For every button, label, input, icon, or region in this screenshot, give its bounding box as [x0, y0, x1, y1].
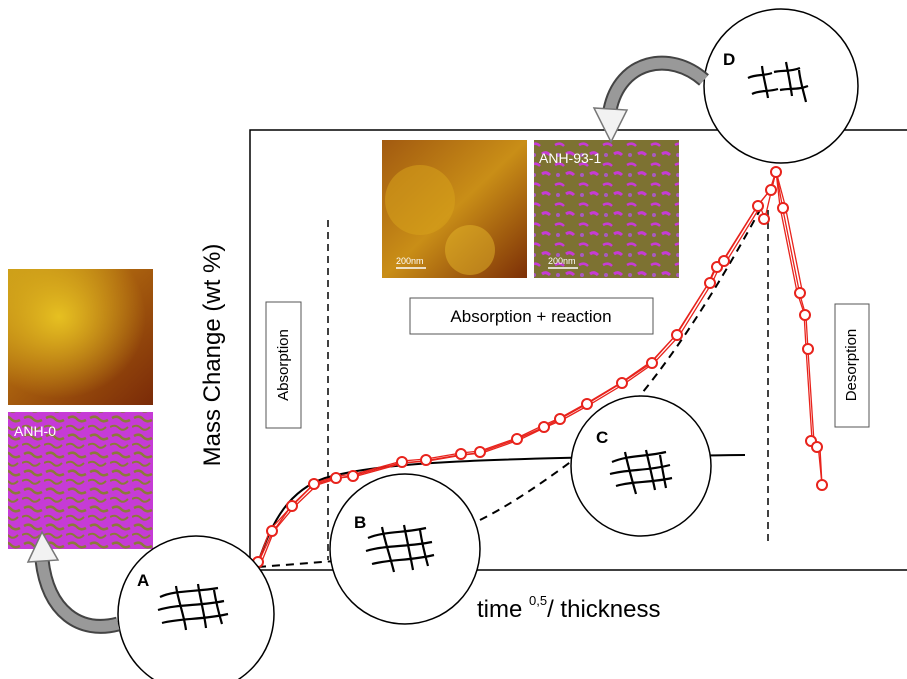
stage-b-circle	[329, 473, 481, 625]
x-axis-label: time 0,5/ thickness	[477, 593, 660, 623]
stage-c-circle	[570, 395, 712, 537]
plot-frame	[249, 129, 907, 571]
desorption-label: Desorption	[843, 329, 860, 402]
desorption-box	[834, 303, 870, 428]
y-axis-label: Mass Change (wt %)	[199, 244, 226, 467]
top-afm-phase-image	[534, 140, 679, 278]
stage-a-circle	[117, 535, 275, 679]
scale-bar-label-1: 200nm	[396, 256, 424, 266]
top-afm-height-image	[382, 140, 527, 278]
absorption-box	[265, 301, 302, 429]
absorption-reaction-box	[409, 297, 654, 335]
stage-d-label: D	[723, 50, 735, 69]
stage-a-label: A	[137, 571, 149, 590]
scale-bar-label-2: 200nm	[548, 256, 576, 266]
arrow-to-left-image	[26, 530, 120, 634]
absorption-reaction-label: Absorption + reaction	[450, 307, 611, 326]
stage-c-label: C	[596, 428, 608, 447]
arrow-to-top-image	[592, 55, 709, 144]
left-afm-height-image	[8, 269, 153, 405]
stage-d-circle	[703, 8, 859, 164]
left-phase-label: ANH-0	[14, 423, 56, 439]
absorption-label: Absorption	[275, 329, 292, 401]
top-phase-label: ANH-93-1	[539, 150, 601, 166]
stage-b-label: B	[354, 513, 366, 532]
left-afm-phase-image	[8, 412, 153, 549]
